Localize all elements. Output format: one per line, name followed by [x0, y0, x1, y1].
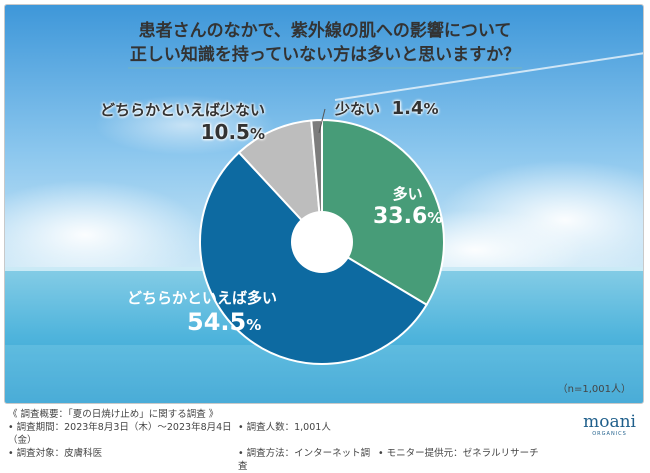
sample-size-note: （n=1,001人）	[557, 384, 631, 395]
slice-name: 少ない	[335, 100, 381, 118]
slice-label-dochiraka-sukunai: どちらかといえば少ない 10.5%	[97, 99, 265, 144]
donut-hole	[291, 211, 353, 273]
pie-slice-2	[237, 119, 324, 245]
leader-line	[318, 108, 326, 134]
slice-label-dochiraka-ooi: どちらかといえば多い 54.5%	[127, 287, 277, 336]
logo-word: moani	[583, 412, 636, 432]
title-line-2: 正しい知識を持っていない方は多いと思いますか？	[127, 43, 523, 69]
slice-unit: %	[427, 209, 443, 227]
slice-unit: %	[249, 125, 265, 143]
logo-sub: ORGANICS	[592, 431, 627, 437]
slice-name: 多い	[392, 185, 423, 203]
slice-value: 33.6	[373, 204, 428, 229]
survey-target: • 調査対象：皮膚科医	[8, 448, 103, 459]
pie-chart	[199, 108, 445, 365]
slice-label-sukunai: 少ない 1.4%	[335, 98, 439, 119]
slice-value: 54.5	[187, 308, 247, 336]
slice-unit: %	[423, 100, 439, 118]
slice-value: 10.5	[200, 120, 250, 144]
survey-respondents: • 調査人数：1,001人	[238, 422, 331, 433]
brand-logo: moani ORGANICS	[583, 412, 636, 438]
survey-overview: 《 調査概要：「夏の日焼け止め」に関する調査 》	[8, 409, 219, 420]
pie-slice-0	[321, 118, 445, 307]
title-line-1: 患者さんのなかで、紫外線の肌への影響について	[138, 21, 512, 41]
survey-footer: 《 調査概要：「夏の日焼け止め」に関する調査 》 • 調査期間：2023年8月3…	[8, 408, 539, 473]
slice-unit: %	[246, 316, 262, 334]
chart-title: 患者さんのなかで、紫外線の肌への影響について 正しい知識を持っていない方は多いと…	[5, 19, 643, 69]
chart-card: 患者さんのなかで、紫外線の肌への影響について 正しい知識を持っていない方は多いと…	[4, 4, 644, 404]
slice-name: どちらかといえば多い	[127, 289, 278, 307]
slice-name: どちらかといえば少ない	[99, 101, 265, 119]
slice-value: 1.4	[391, 98, 424, 119]
sky-sea-background	[5, 5, 643, 403]
survey-method: • 調査方法：インターネット調査	[238, 448, 371, 472]
survey-provider: • モニター提供元：ゼネラルリサーチ	[378, 448, 539, 459]
slice-label-ooi: 多い 33.6%	[373, 183, 442, 229]
survey-period: • 調査期間：2023年8月3日（木）～2023年8月4日（金）	[8, 422, 232, 446]
